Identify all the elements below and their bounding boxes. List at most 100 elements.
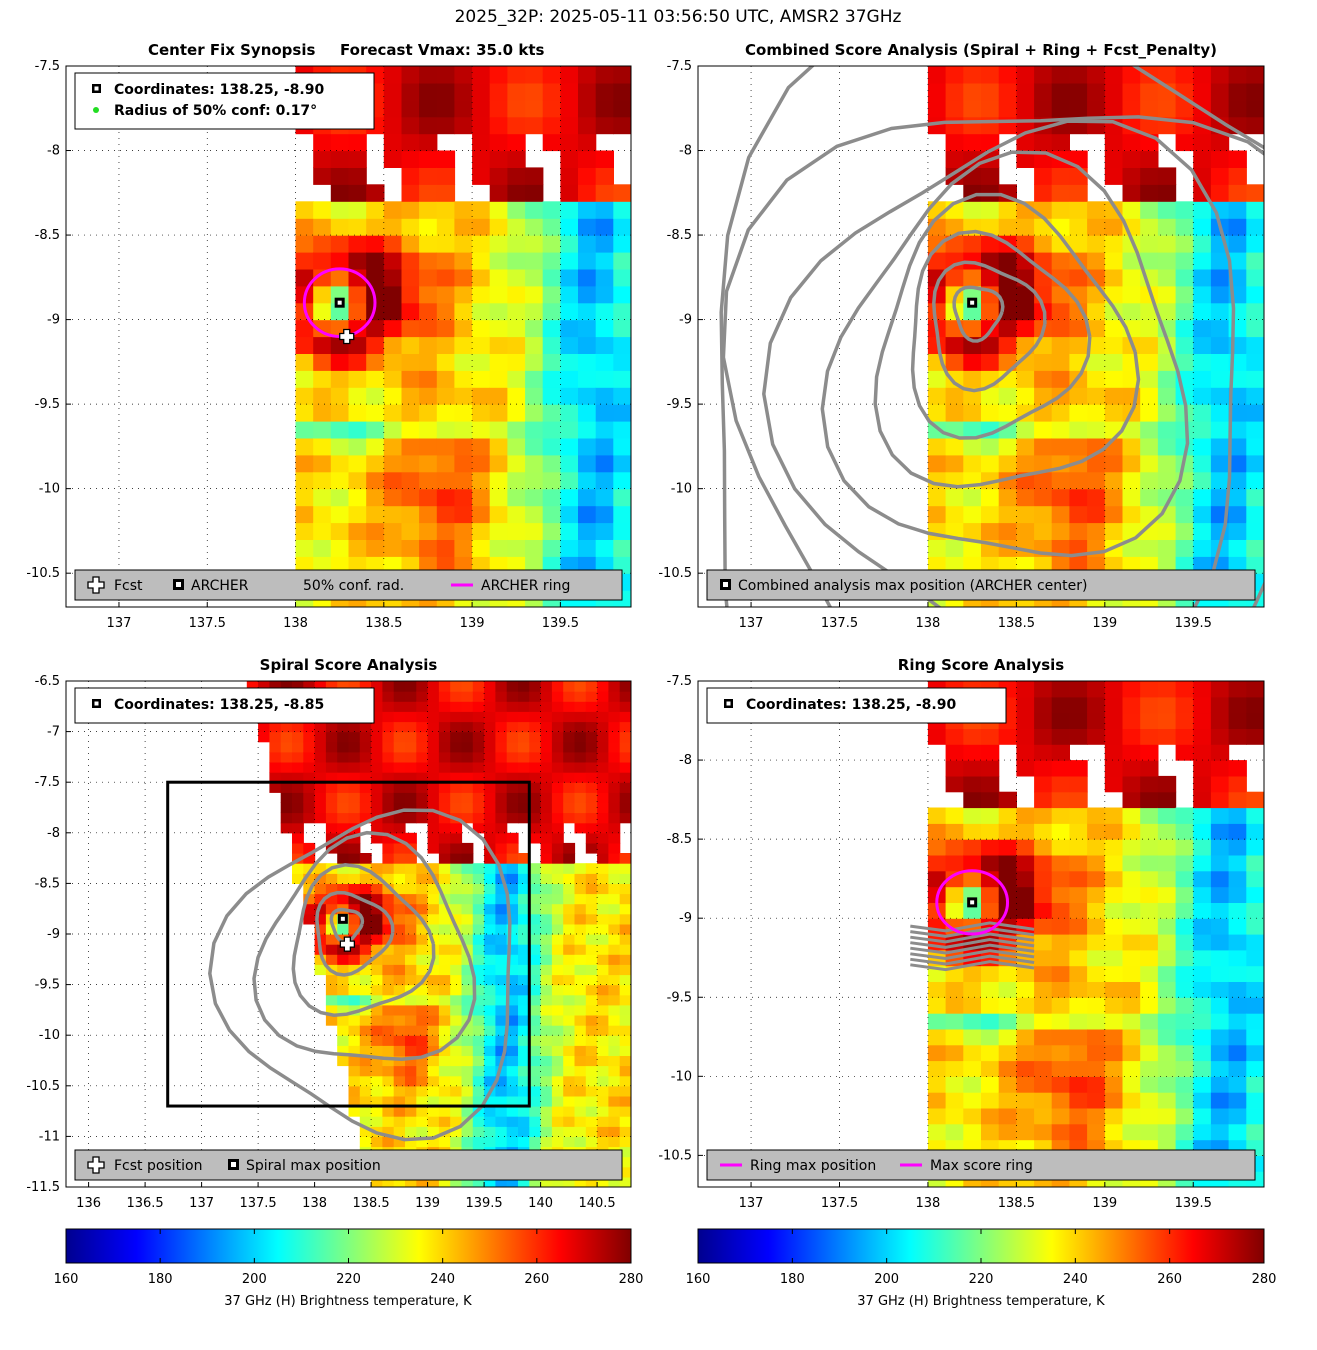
heat-cell	[963, 965, 982, 982]
heat-cell	[450, 964, 463, 976]
heat-cell	[631, 1055, 643, 1066]
heat-cell	[382, 893, 395, 905]
heat-cell	[574, 1176, 587, 1187]
heat-cell	[563, 1116, 576, 1127]
heat-cell	[484, 1136, 496, 1148]
heat-cell	[1104, 353, 1124, 371]
heat-cell	[416, 731, 429, 743]
heat-cell	[560, 319, 579, 338]
heat-cell	[1016, 997, 1035, 1014]
heat-cell	[489, 235, 508, 253]
heat-cell	[1246, 184, 1264, 202]
heat-cell	[416, 792, 429, 803]
heat-cell	[416, 1045, 429, 1056]
heat-cell	[945, 539, 964, 557]
heat-cell	[1104, 760, 1124, 777]
heat-cell	[631, 863, 643, 874]
heat-cell	[450, 701, 463, 712]
heat-cell	[998, 1107, 1017, 1125]
heat-cell	[560, 556, 579, 574]
heat-cell	[1034, 728, 1053, 745]
heat-cell	[1034, 1044, 1053, 1062]
heat-cell	[1193, 839, 1212, 856]
score-contours	[208, 808, 512, 1142]
heat-cell	[337, 1025, 350, 1036]
heat-cell	[495, 1136, 508, 1148]
heat-cell	[450, 1106, 463, 1117]
heat-cell	[578, 539, 597, 557]
heat-cell	[325, 994, 338, 1006]
heat-cell	[371, 913, 383, 925]
axes-frame	[697, 65, 1265, 608]
heat-cell	[461, 802, 474, 814]
heat-cell	[484, 893, 496, 905]
heat-cell	[1193, 902, 1212, 919]
heat-cell	[585, 751, 598, 763]
heat-cell	[1069, 807, 1088, 824]
heat-cell	[419, 404, 438, 422]
heat-cell	[1175, 556, 1194, 574]
heat-cell	[292, 751, 304, 763]
heat-cell	[578, 522, 597, 540]
heat-cell	[945, 116, 964, 135]
heat-cell	[1104, 823, 1124, 840]
heat-cell	[574, 984, 587, 996]
heat-cell	[1157, 712, 1177, 729]
heat-cell	[1210, 870, 1230, 888]
heat-cell	[507, 522, 526, 540]
heat-cell	[595, 252, 614, 270]
heat-cell	[631, 49, 649, 67]
heat-cell	[1193, 539, 1212, 557]
heat-cell	[1264, 353, 1282, 371]
heat-cell	[1104, 370, 1124, 388]
heat-cell	[578, 184, 597, 202]
forecast-position-marker	[339, 936, 356, 952]
heat-cell	[525, 488, 544, 507]
heat-cell	[1034, 823, 1053, 840]
heat-cell	[1246, 1076, 1264, 1093]
heat-cell	[1193, 918, 1212, 935]
heat-cell	[585, 762, 598, 773]
heat-cell	[295, 488, 314, 507]
heat-cell	[1193, 1044, 1212, 1062]
heat-cell	[461, 1065, 474, 1077]
heat-cell	[1069, 760, 1088, 777]
heat-cell	[314, 923, 327, 935]
heat-cell	[574, 1116, 587, 1127]
heat-cell	[1246, 965, 1264, 982]
score-contour	[910, 229, 1092, 440]
heat-cell	[945, 454, 964, 473]
heat-cell	[427, 812, 440, 824]
heat-cell	[1069, 66, 1088, 84]
heat-cell	[314, 903, 327, 915]
heat-cell	[393, 1116, 406, 1127]
heat-cell	[325, 954, 338, 965]
heat-cell	[506, 1116, 519, 1127]
score-contour	[932, 260, 1047, 393]
heat-cell	[401, 167, 420, 185]
heat-cell	[506, 1004, 519, 1016]
heat-cell	[1122, 285, 1141, 304]
heat-cell	[295, 319, 314, 338]
heat-cell	[518, 903, 530, 915]
heat-cell	[542, 454, 561, 473]
heat-cell	[608, 721, 621, 733]
heat-cell	[1246, 116, 1264, 135]
heat-cell	[619, 1116, 631, 1127]
heat-cell	[529, 883, 542, 895]
heat-cell	[1069, 268, 1088, 287]
heat-cell	[1246, 997, 1264, 1014]
heat-cell	[1087, 268, 1106, 287]
heat-cell	[348, 802, 361, 814]
heat-cell	[472, 954, 485, 965]
heat-cell	[631, 954, 643, 965]
heat-cell	[472, 1126, 485, 1137]
heat-cell	[1264, 808, 1282, 824]
heat-cell	[1140, 1060, 1159, 1077]
heat-cell	[507, 133, 526, 152]
heat-cell	[472, 421, 491, 439]
heat-cell	[578, 201, 597, 219]
heat-cell	[489, 404, 508, 422]
heat-cell	[563, 934, 576, 945]
heat-cell	[438, 1095, 451, 1107]
